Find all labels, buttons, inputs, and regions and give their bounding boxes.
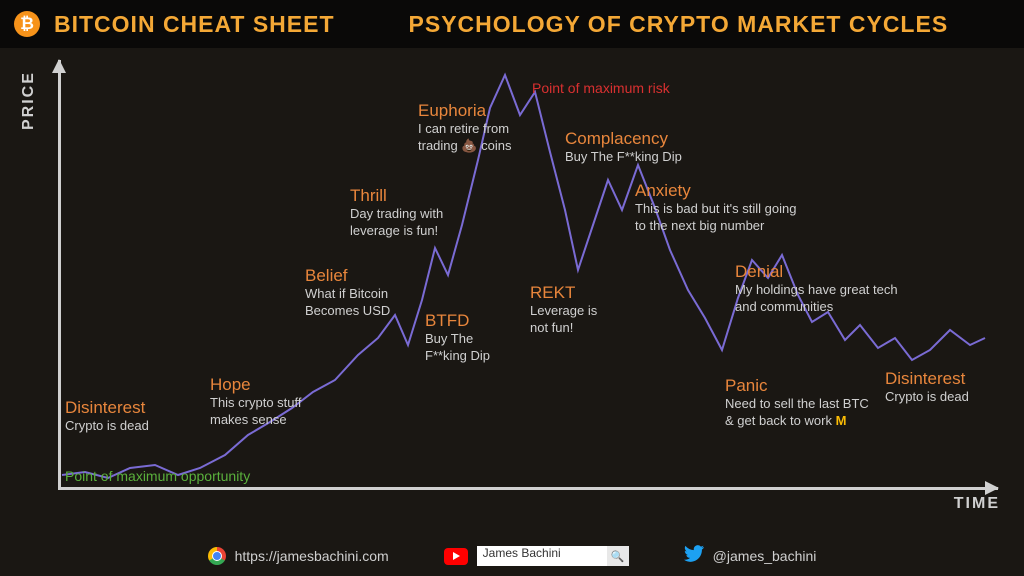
header-title: BITCOIN CHEAT SHEET (54, 11, 335, 38)
emotion-label: EuphoriaI can retire fromtrading 💩 coins (418, 100, 512, 154)
bitcoin-icon: ₿ (14, 11, 40, 37)
emotion-subtitle: Need to sell the last BTC (725, 396, 869, 412)
emotion-subtitle: Buy The F**king Dip (565, 149, 682, 165)
emotion-subtitle: trading 💩 coins (418, 138, 512, 154)
emotion-subtitle: Crypto is dead (885, 389, 969, 405)
emotion-title: Denial (735, 261, 898, 282)
emotion-subtitle: Leverage is (530, 303, 597, 319)
emotion-title: Belief (305, 265, 390, 286)
emotion-title: Hope (210, 374, 302, 395)
y-axis-label: PRICE (20, 71, 38, 130)
emotion-label: ThrillDay trading withleverage is fun! (350, 185, 443, 239)
footer-bar: https://jamesbachini.com James Bachini 🔍… (0, 542, 1024, 570)
twitter-handle: @james_bachini (713, 548, 817, 564)
emotion-label: BTFDBuy TheF**king Dip (425, 310, 490, 364)
twitter-icon (684, 545, 704, 567)
emotion-title: Euphoria (418, 100, 512, 121)
header-bar: ₿ BITCOIN CHEAT SHEET PSYCHOLOGY OF CRYP… (0, 0, 1024, 48)
emotion-subtitle: My holdings have great tech (735, 282, 898, 298)
emotion-subtitle: to the next big number (635, 218, 796, 234)
emotion-subtitle: Buy The (425, 331, 490, 347)
emotion-subtitle: not fun! (530, 320, 597, 336)
emotion-label: DenialMy holdings have great techand com… (735, 261, 898, 315)
emotion-label: AnxietyThis is bad but it's still goingt… (635, 180, 796, 234)
emotion-subtitle: Day trading with (350, 206, 443, 222)
website-url: https://jamesbachini.com (235, 548, 389, 564)
x-axis (58, 487, 998, 490)
emotion-title: Panic (725, 375, 869, 396)
emotion-subtitle: and communities (735, 299, 898, 315)
emotion-label: BeliefWhat if BitcoinBecomes USD (305, 265, 390, 319)
emotion-label: DisinterestCrypto is dead (65, 397, 149, 435)
y-axis (58, 60, 61, 490)
youtube-search: James Bachini 🔍 (477, 546, 629, 566)
website-link[interactable]: https://jamesbachini.com (208, 547, 389, 565)
emotion-label: DisinterestCrypto is dead (885, 368, 969, 406)
emotion-title: Disinterest (885, 368, 969, 389)
emotion-subtitle: This crypto stuff (210, 395, 302, 411)
emotion-label: HopeThis crypto stuffmakes sense (210, 374, 302, 428)
emotion-subtitle: This is bad but it's still going (635, 201, 796, 217)
header-subtitle: PSYCHOLOGY OF CRYPTO MARKET CYCLES (409, 11, 949, 38)
emotion-subtitle: Crypto is dead (65, 418, 149, 434)
emotion-subtitle: makes sense (210, 412, 302, 428)
emotion-subtitle: What if Bitcoin (305, 286, 390, 302)
emotion-subtitle: & get back to work M (725, 413, 869, 429)
emotion-subtitle: leverage is fun! (350, 223, 443, 239)
youtube-link[interactable]: James Bachini 🔍 (444, 546, 629, 566)
youtube-search-text: James Bachini (477, 546, 607, 566)
emotion-label: REKTLeverage isnot fun! (530, 282, 597, 336)
emotion-subtitle: Becomes USD (305, 303, 390, 319)
chrome-icon (208, 547, 226, 565)
max-risk-label: Point of maximum risk (532, 80, 670, 98)
search-icon: 🔍 (607, 546, 629, 566)
emotion-subtitle: I can retire from (418, 121, 512, 137)
x-axis-label: TIME (954, 495, 1000, 513)
emotion-title: BTFD (425, 310, 490, 331)
emotion-title: Complacency (565, 128, 682, 149)
emotion-label: ComplacencyBuy The F**king Dip (565, 128, 682, 166)
youtube-icon (444, 548, 468, 565)
max-opportunity-label: Point of maximum opportunity (65, 468, 250, 486)
chart-area: PRICE TIME DisinterestCrypto is deadHope… (30, 60, 1000, 520)
emotion-label: PanicNeed to sell the last BTC& get back… (725, 375, 869, 429)
emotion-title: REKT (530, 282, 597, 303)
twitter-link[interactable]: @james_bachini (684, 545, 817, 567)
emotion-title: Anxiety (635, 180, 796, 201)
emotion-subtitle: F**king Dip (425, 348, 490, 364)
emotion-title: Thrill (350, 185, 443, 206)
emotion-title: Disinterest (65, 397, 149, 418)
